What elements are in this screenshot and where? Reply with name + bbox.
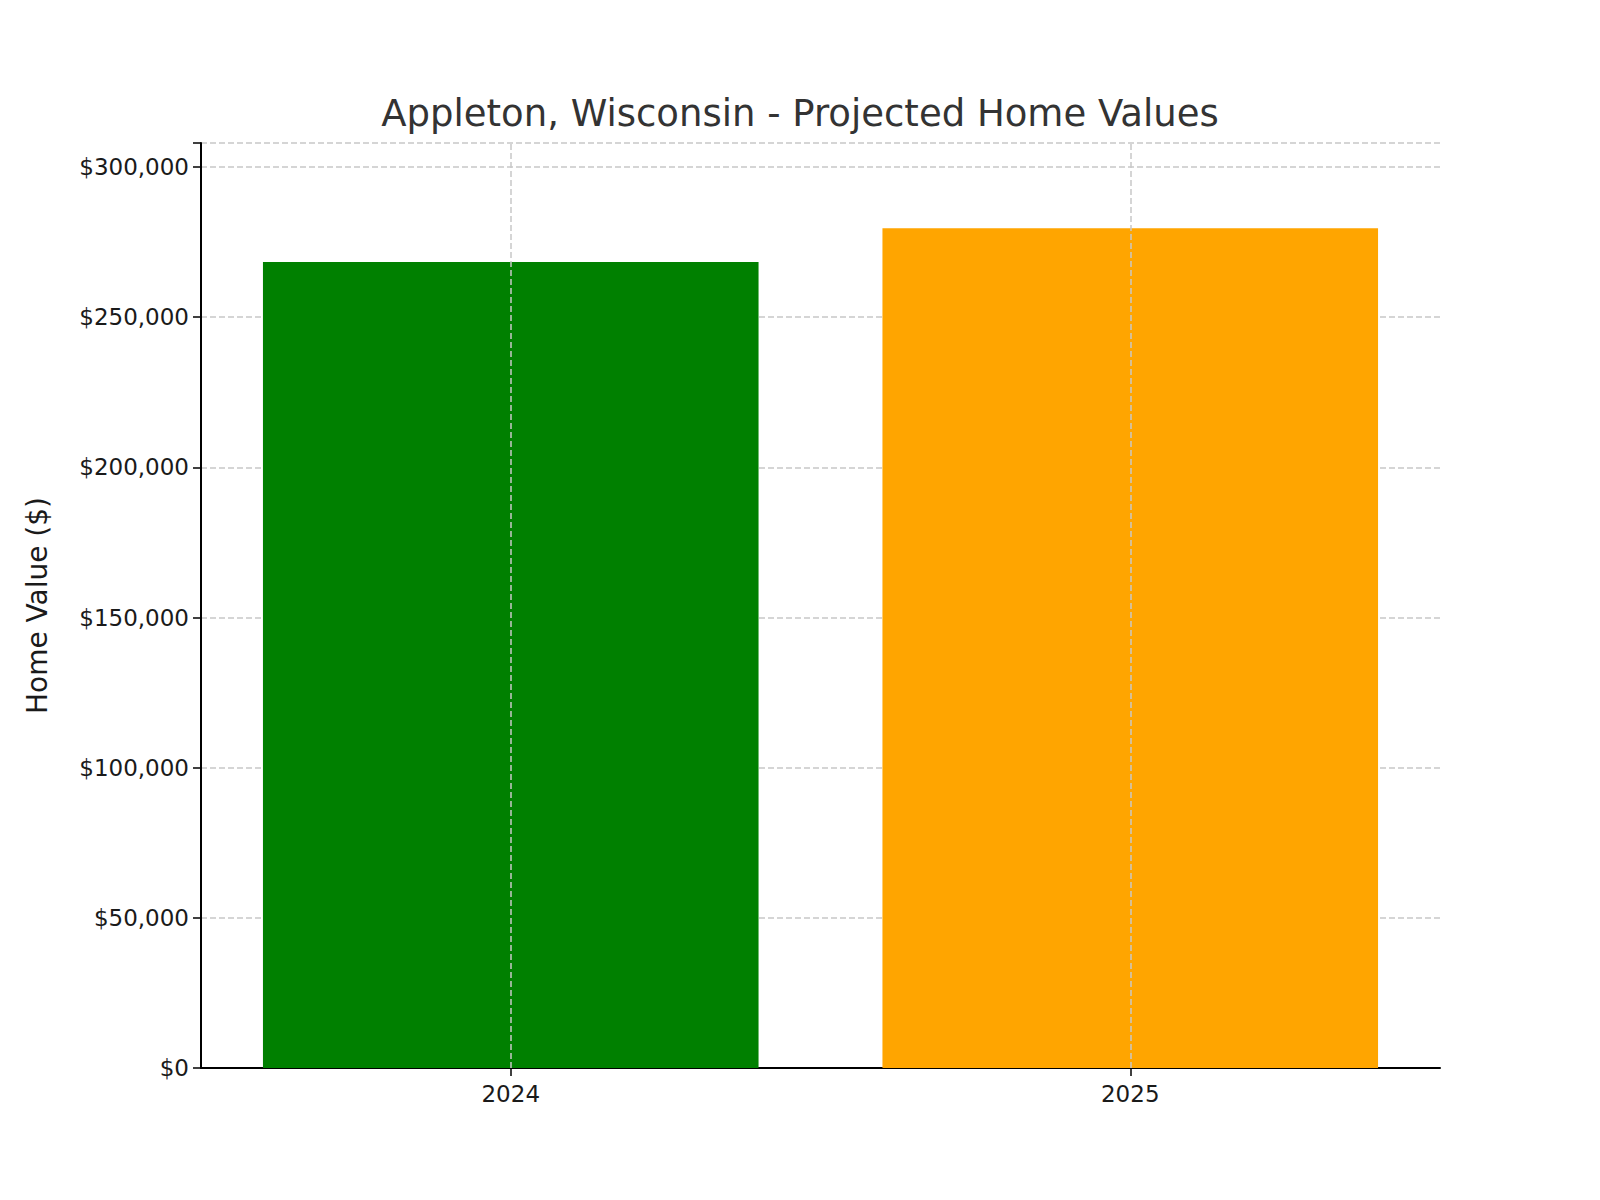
- svg-text:Home Value ($): Home Value ($): [21, 497, 54, 714]
- svg-text:$300,000: $300,000: [79, 154, 189, 180]
- svg-text:$150,000: $150,000: [79, 605, 189, 631]
- svg-text:$50,000: $50,000: [94, 905, 189, 931]
- svg-text:2024: 2024: [481, 1081, 540, 1107]
- svg-text:$100,000: $100,000: [79, 755, 189, 781]
- svg-text:$250,000: $250,000: [79, 304, 189, 330]
- svg-text:$0: $0: [160, 1055, 189, 1081]
- svg-text:$200,000: $200,000: [79, 454, 189, 480]
- svg-text:Appleton, Wisconsin - Projecte: Appleton, Wisconsin - Projected Home Val…: [381, 92, 1219, 135]
- svg-text:2025: 2025: [1101, 1081, 1160, 1107]
